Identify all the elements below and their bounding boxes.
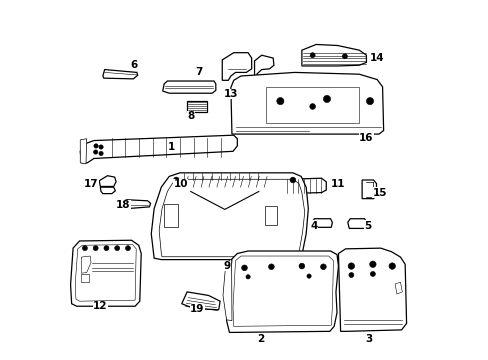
Circle shape xyxy=(276,98,284,105)
Circle shape xyxy=(309,53,314,58)
Circle shape xyxy=(320,264,325,270)
Circle shape xyxy=(289,177,295,183)
Polygon shape xyxy=(362,180,376,199)
Circle shape xyxy=(347,263,354,269)
Text: 7: 7 xyxy=(195,67,202,77)
Text: 16: 16 xyxy=(359,133,373,143)
Circle shape xyxy=(369,261,375,267)
Polygon shape xyxy=(222,53,251,80)
Circle shape xyxy=(348,273,353,278)
Polygon shape xyxy=(282,178,325,194)
Circle shape xyxy=(245,275,250,279)
Text: 13: 13 xyxy=(223,89,238,99)
Polygon shape xyxy=(338,248,406,331)
Text: 6: 6 xyxy=(130,60,138,70)
Text: 19: 19 xyxy=(189,304,204,314)
Text: 2: 2 xyxy=(257,333,264,343)
Circle shape xyxy=(99,151,103,156)
Polygon shape xyxy=(100,187,115,194)
Polygon shape xyxy=(80,139,86,164)
Circle shape xyxy=(323,95,330,103)
Circle shape xyxy=(309,104,315,109)
Text: 8: 8 xyxy=(187,111,195,121)
Circle shape xyxy=(125,246,130,251)
Polygon shape xyxy=(347,219,366,228)
Polygon shape xyxy=(151,173,308,260)
Polygon shape xyxy=(301,44,366,66)
Text: 17: 17 xyxy=(83,179,98,189)
Text: 15: 15 xyxy=(372,188,386,198)
Polygon shape xyxy=(223,259,231,320)
Circle shape xyxy=(298,263,304,269)
Circle shape xyxy=(82,246,87,251)
Circle shape xyxy=(366,98,373,105)
Polygon shape xyxy=(163,81,215,93)
Polygon shape xyxy=(394,282,402,294)
Circle shape xyxy=(342,54,346,59)
Circle shape xyxy=(268,264,274,270)
Polygon shape xyxy=(254,55,273,77)
Text: 3: 3 xyxy=(365,333,372,343)
Circle shape xyxy=(93,246,98,251)
Circle shape xyxy=(306,274,310,278)
Text: 10: 10 xyxy=(173,179,187,189)
Text: 9: 9 xyxy=(223,261,230,271)
Polygon shape xyxy=(70,240,141,306)
Polygon shape xyxy=(178,176,271,188)
Circle shape xyxy=(241,265,247,271)
Text: 12: 12 xyxy=(93,301,107,311)
Circle shape xyxy=(94,144,98,148)
Polygon shape xyxy=(182,292,220,310)
Text: 1: 1 xyxy=(167,142,174,152)
Polygon shape xyxy=(102,69,137,79)
Circle shape xyxy=(99,145,103,149)
Text: 18: 18 xyxy=(116,200,130,210)
Polygon shape xyxy=(311,219,332,227)
Circle shape xyxy=(173,177,179,183)
Polygon shape xyxy=(226,251,338,332)
Circle shape xyxy=(115,246,120,251)
Polygon shape xyxy=(99,176,116,186)
Text: 5: 5 xyxy=(364,221,371,230)
Text: 14: 14 xyxy=(369,53,384,63)
Text: 11: 11 xyxy=(330,179,345,189)
Circle shape xyxy=(369,271,375,276)
Circle shape xyxy=(388,263,395,269)
Polygon shape xyxy=(80,135,237,163)
Polygon shape xyxy=(117,200,150,209)
Text: 4: 4 xyxy=(310,221,317,230)
Circle shape xyxy=(104,246,109,251)
Polygon shape xyxy=(230,72,383,134)
Circle shape xyxy=(93,150,98,154)
Polygon shape xyxy=(187,101,206,112)
